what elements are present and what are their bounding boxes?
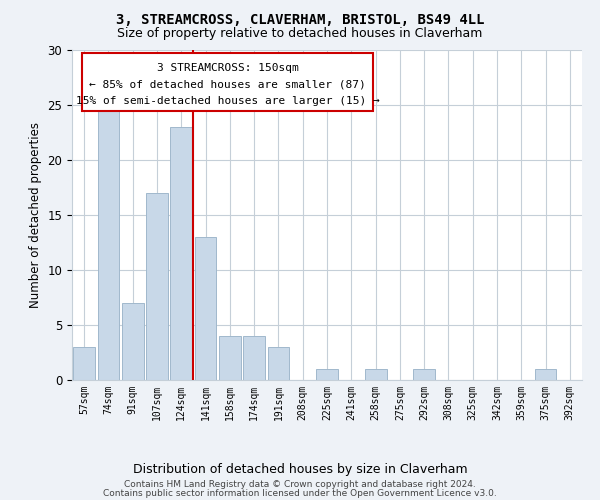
- Bar: [170, 127, 192, 380]
- Text: 3, STREAMCROSS, CLAVERHAM, BRISTOL, BS49 4LL: 3, STREAMCROSS, CLAVERHAM, BRISTOL, BS49…: [116, 12, 484, 26]
- Y-axis label: Number of detached properties: Number of detached properties: [29, 122, 42, 308]
- Bar: [73, 347, 95, 380]
- Text: Size of property relative to detached houses in Claverham: Size of property relative to detached ho…: [118, 28, 482, 40]
- Bar: [146, 193, 168, 380]
- FancyBboxPatch shape: [82, 54, 373, 111]
- Bar: [413, 369, 435, 380]
- Text: ← 85% of detached houses are smaller (87): ← 85% of detached houses are smaller (87…: [89, 79, 366, 89]
- Text: Contains public sector information licensed under the Open Government Licence v3: Contains public sector information licen…: [103, 489, 497, 498]
- Text: 3 STREAMCROSS: 150sqm: 3 STREAMCROSS: 150sqm: [157, 62, 298, 72]
- Bar: [219, 336, 241, 380]
- Text: 15% of semi-detached houses are larger (15) →: 15% of semi-detached houses are larger (…: [76, 96, 379, 106]
- Bar: [243, 336, 265, 380]
- Bar: [194, 237, 217, 380]
- Bar: [268, 347, 289, 380]
- Bar: [365, 369, 386, 380]
- Bar: [97, 105, 119, 380]
- Bar: [535, 369, 556, 380]
- Text: Distribution of detached houses by size in Claverham: Distribution of detached houses by size …: [133, 462, 467, 475]
- Bar: [316, 369, 338, 380]
- Text: Contains HM Land Registry data © Crown copyright and database right 2024.: Contains HM Land Registry data © Crown c…: [124, 480, 476, 489]
- Bar: [122, 303, 143, 380]
